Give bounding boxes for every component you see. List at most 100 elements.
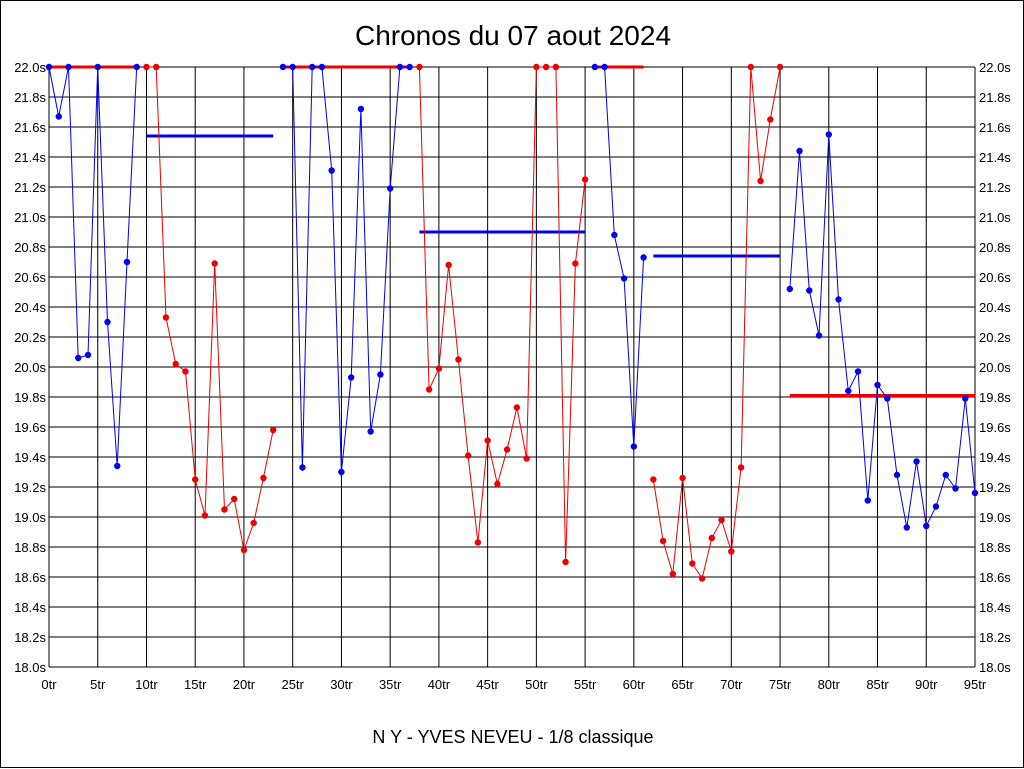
data-point (318, 63, 326, 71)
series-line (789, 134, 976, 528)
data-point (192, 476, 199, 483)
data-point (611, 231, 618, 239)
y-tick-label-left: 18.8s (14, 540, 46, 555)
data-point (260, 474, 267, 482)
data-point (776, 63, 784, 71)
y-tick-label-right: 18.0s (979, 660, 1011, 675)
data-point (728, 548, 735, 555)
y-tick-label-right: 22.0s (979, 60, 1011, 75)
chart-title: Chronos du 07 aout 2024 (355, 20, 671, 51)
data-point (396, 63, 404, 71)
y-tick-label-right: 19.2s (979, 480, 1011, 495)
data-point (689, 560, 696, 567)
data-point (464, 452, 472, 459)
x-tick-label: 65tr (671, 677, 694, 692)
data-point (75, 354, 82, 362)
data-point (55, 113, 62, 120)
data-point (620, 275, 628, 282)
data-point (825, 131, 832, 138)
data-point (747, 63, 755, 71)
data-point (923, 522, 930, 530)
data-point (84, 351, 92, 359)
x-tick-label: 90tr (915, 677, 938, 692)
data-point (65, 63, 72, 71)
data-point (104, 318, 111, 326)
data-point (864, 497, 871, 504)
data-point (659, 537, 667, 545)
data-point (533, 63, 540, 71)
x-tick-label: 60tr (623, 677, 646, 692)
data-point (845, 387, 852, 395)
data-point (884, 395, 891, 402)
data-point (406, 63, 413, 71)
data-point (581, 176, 589, 183)
data-point (182, 368, 189, 375)
y-tick-label-right: 18.4s (979, 600, 1011, 615)
y-tick-label-left: 20.0s (14, 360, 46, 375)
y-tick-label-left: 19.0s (14, 510, 46, 525)
y-tick-label-right: 19.0s (979, 510, 1011, 525)
y-tick-label-left: 19.6s (14, 420, 46, 435)
data-point (757, 177, 764, 185)
y-tick-label-right: 19.8s (979, 390, 1011, 405)
data-point (562, 558, 569, 566)
y-tick-label-left: 22.0s (14, 60, 46, 75)
series-line (282, 66, 410, 473)
series-line (418, 66, 586, 563)
data-point (211, 260, 218, 267)
x-tick-label: 0tr (41, 677, 57, 692)
y-axis-ticks: 18.0s 18.0s 18.2s 18.2s 18.4s 18.4s 18.6s 18.6s… (14, 60, 1011, 675)
data-point (416, 63, 423, 71)
data-point (299, 464, 306, 471)
data-point (630, 443, 638, 450)
y-tick-label-right: 21.4s (979, 150, 1011, 165)
series-line (652, 66, 781, 580)
data-point (513, 404, 521, 411)
y-tick-label-left: 19.4s (14, 450, 46, 465)
y-tick-label-left: 21.6s (14, 120, 46, 135)
y-tick-label-right: 21.0s (979, 210, 1011, 225)
data-point (786, 285, 793, 293)
data-point (455, 356, 462, 363)
x-tick-label: 55tr (574, 677, 597, 692)
y-tick-label-left: 20.8s (14, 240, 46, 255)
data-point (913, 458, 920, 465)
y-tick-label-right: 21.2s (979, 180, 1011, 195)
y-tick-label-right: 20.8s (979, 240, 1011, 255)
data-point (669, 570, 677, 578)
x-tick-label: 85tr (866, 677, 889, 692)
data-point (552, 63, 560, 71)
y-tick-label-right: 20.6s (979, 270, 1011, 285)
data-point (708, 534, 716, 542)
data-point (503, 446, 511, 453)
data-point (767, 116, 774, 123)
data-point (942, 471, 949, 479)
x-tick-label: 75tr (769, 677, 792, 692)
data-point (494, 480, 501, 488)
data-point (854, 368, 862, 375)
data-point (269, 426, 277, 434)
data-point (640, 254, 647, 261)
series-line (594, 66, 645, 447)
series-line (146, 66, 274, 552)
y-tick-label-left: 21.2s (14, 180, 46, 195)
y-tick-label-left: 20.2s (14, 330, 46, 345)
data-point (367, 428, 374, 435)
y-tick-label-left: 21.0s (14, 210, 46, 225)
series-line (48, 66, 138, 467)
data-point (221, 506, 228, 513)
x-tick-label: 35tr (379, 677, 402, 692)
data-point (435, 365, 443, 372)
x-tick-label: 95tr (964, 677, 987, 692)
data-point (523, 455, 530, 462)
y-tick-label-right: 19.4s (979, 450, 1011, 465)
data-point (133, 63, 140, 71)
x-tick-label: 80tr (818, 677, 841, 692)
data-point (123, 258, 131, 266)
y-tick-label-right: 18.2s (979, 630, 1011, 645)
data-point (484, 437, 491, 444)
data-point (718, 516, 725, 524)
y-tick-label-left: 20.4s (14, 300, 46, 315)
data-point (737, 464, 745, 471)
data-point (347, 374, 355, 381)
